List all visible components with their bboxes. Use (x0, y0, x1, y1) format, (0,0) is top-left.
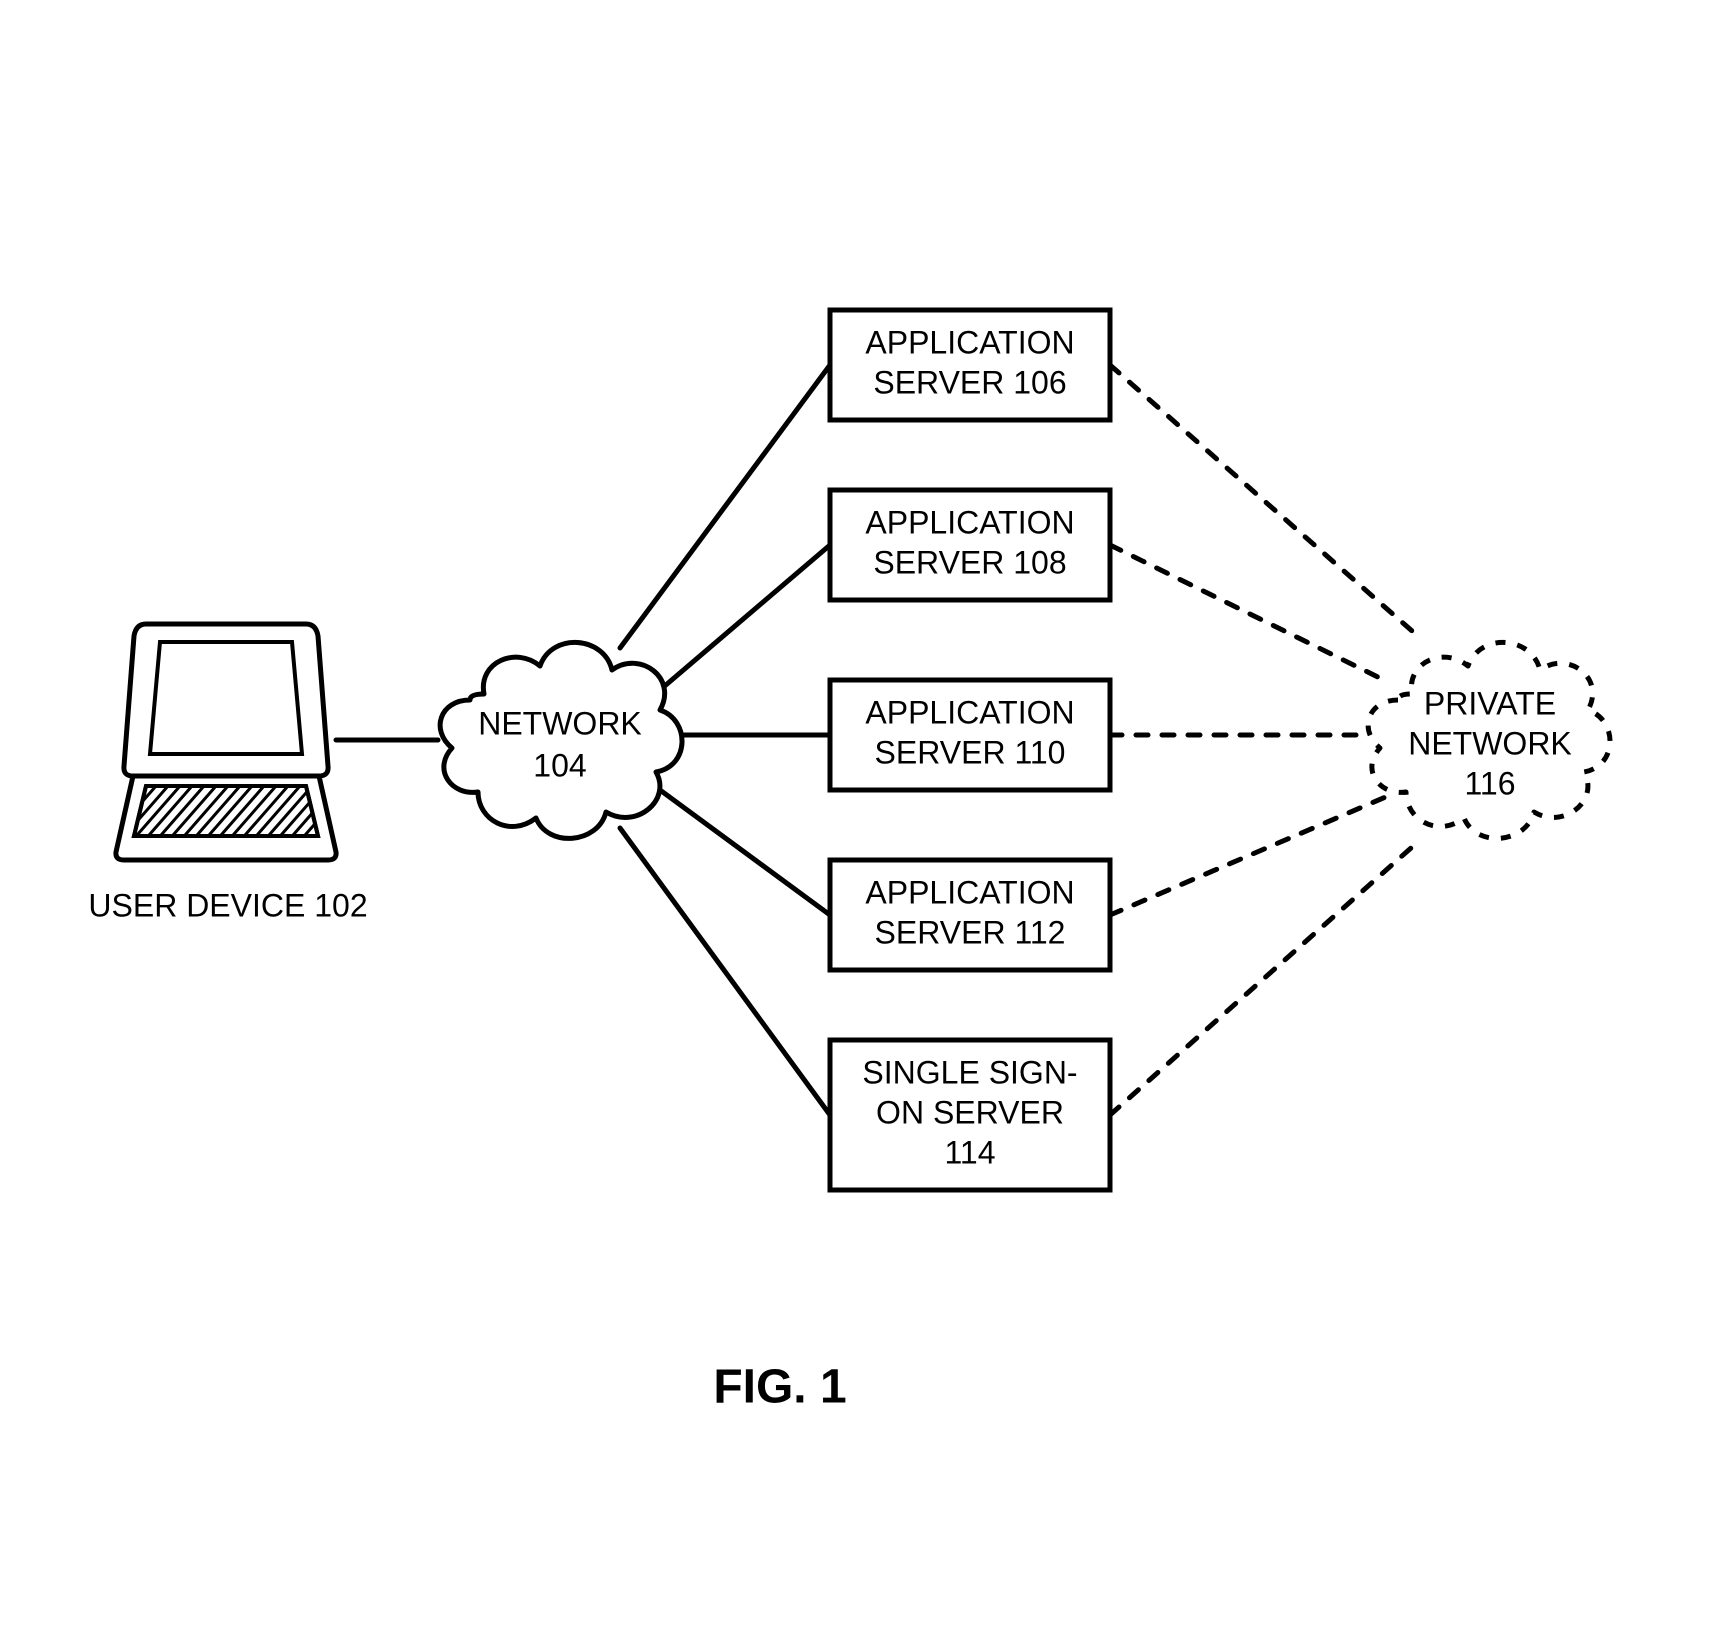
network-label-line1: NETWORK (478, 705, 642, 741)
box-app106: APPLICATION SERVER 106 (830, 310, 1110, 420)
edge-app112-private (1110, 796, 1388, 915)
app112-label-line1: APPLICATION (865, 874, 1074, 910)
network-label-line2: 104 (533, 747, 586, 783)
box-app110: APPLICATION SERVER 110 (830, 680, 1110, 790)
private-network-cloud: PRIVATE NETWORK 116 (1368, 642, 1610, 838)
sso114-label-line2: ON SERVER (876, 1094, 1064, 1130)
private-label-line3: 116 (1464, 765, 1515, 801)
app108-label-line2: SERVER 108 (873, 544, 1066, 580)
edge-app106-private (1110, 365, 1420, 638)
private-label-line2: NETWORK (1408, 725, 1572, 761)
user-device-icon: USER DEVICE 102 (88, 624, 446, 923)
edge-network-app108 (660, 545, 830, 690)
figure-label: FIG. 1 (713, 1361, 846, 1414)
user-device-label: USER DEVICE 102 (88, 887, 367, 923)
network-cloud: NETWORK 104 (440, 642, 682, 838)
edge-sso114-private (1110, 840, 1420, 1115)
box-sso114: SINGLE SIGN- ON SERVER 114 (830, 1040, 1110, 1190)
edge-app108-private (1110, 545, 1388, 682)
box-app112: APPLICATION SERVER 112 (830, 860, 1110, 970)
edge-network-app106 (620, 365, 830, 648)
sso114-label-line1: SINGLE SIGN- (862, 1054, 1077, 1090)
app112-label-line2: SERVER 112 (875, 914, 1066, 950)
box-app108: APPLICATION SERVER 108 (830, 490, 1110, 600)
app106-label-line2: SERVER 106 (873, 364, 1066, 400)
edge-network-sso114 (620, 828, 830, 1115)
sso114-label-line3: 114 (944, 1134, 995, 1170)
server-boxes: APPLICATION SERVER 106 APPLICATION SERVER 1… (830, 310, 1110, 1190)
private-label-line1: PRIVATE (1424, 685, 1556, 721)
edge-network-app112 (660, 790, 830, 915)
app108-label-line1: APPLICATION (865, 504, 1074, 540)
diagram-canvas: APPLICATION SERVER 106 APPLICATION SERVER 1… (0, 0, 1709, 1642)
app106-label-line1: APPLICATION (865, 324, 1074, 360)
app110-label-line1: APPLICATION (865, 694, 1074, 730)
app110-label-line2: SERVER 110 (875, 734, 1066, 770)
